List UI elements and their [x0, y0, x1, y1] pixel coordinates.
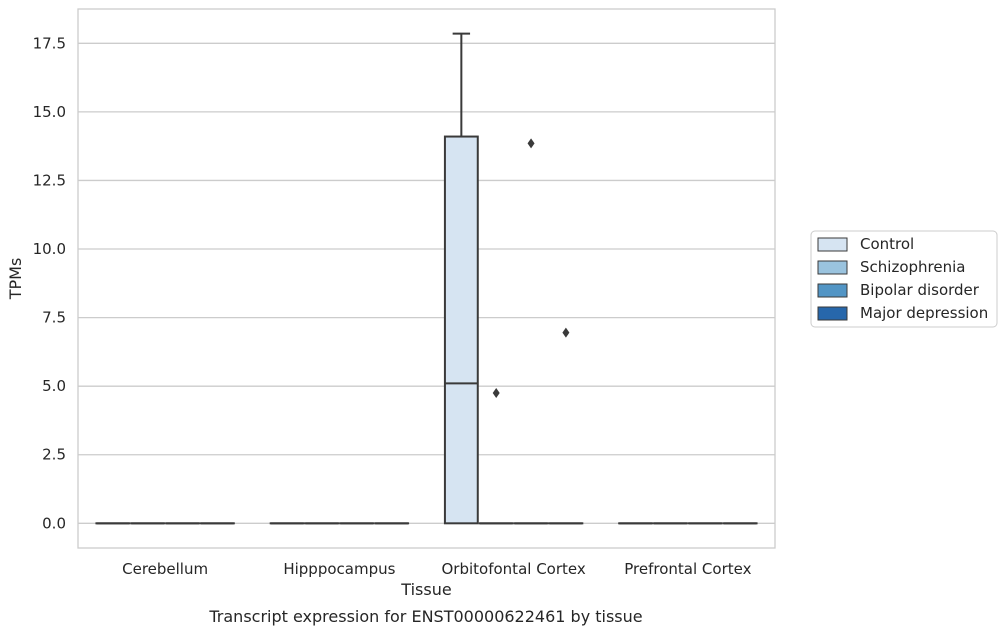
legend-label: Schizophrenia: [860, 258, 965, 276]
y-tick-label: 5.0: [42, 377, 66, 395]
legend-swatch: [817, 306, 848, 321]
plot-area-frame: [77, 8, 776, 549]
x-tick-labels: Cerebellum Hipppocampus Orbitofontal Corte…: [122, 560, 751, 578]
box-2-2: [513, 138, 549, 525]
y-tick-label: 15.0: [33, 103, 66, 121]
y-tick-label: 2.5: [42, 446, 66, 464]
legend-label: Bipolar disorder: [860, 281, 980, 299]
legend-label: Control: [860, 235, 914, 253]
y-tick-label: 12.5: [33, 171, 66, 189]
box-2-1: [478, 388, 514, 525]
legend-swatch: [817, 283, 848, 298]
box-body: [443, 135, 479, 525]
box-2-0: [443, 32, 479, 525]
x-tick-label: Orbitofontal Cortex: [442, 560, 586, 578]
y-tick-label: 7.5: [42, 309, 66, 327]
legend-swatch: [817, 260, 848, 275]
x-axis-label: Tissue: [400, 580, 451, 599]
outlier-point: [527, 138, 535, 149]
legend-label: Major depression: [860, 304, 988, 322]
x-tick-label: Hipppocampus: [283, 560, 395, 578]
outlier-point: [562, 327, 570, 338]
chart-caption: Transcript expression for ENST0000062246…: [208, 607, 642, 626]
legend: Control Schizophrenia Bipolar disorder Majo…: [810, 230, 998, 328]
box-series: [95, 32, 758, 525]
x-tick-label: Prefrontal Cortex: [624, 560, 751, 578]
y-axis-label: TPMs: [6, 258, 25, 301]
y-tick-label: 10.0: [33, 240, 66, 258]
x-tick-label: Cerebellum: [122, 560, 208, 578]
legend-swatch: [817, 237, 848, 252]
box-2-3: [548, 327, 584, 525]
y-tick-labels: 0.0 2.5 5.0 7.5 10.0 12.5 15.0 17.5: [33, 34, 66, 532]
outlier-point: [492, 388, 500, 399]
y-tick-label: 17.5: [33, 34, 66, 52]
legend-frame: [810, 230, 998, 328]
y-tick-label: 0.0: [42, 514, 66, 532]
